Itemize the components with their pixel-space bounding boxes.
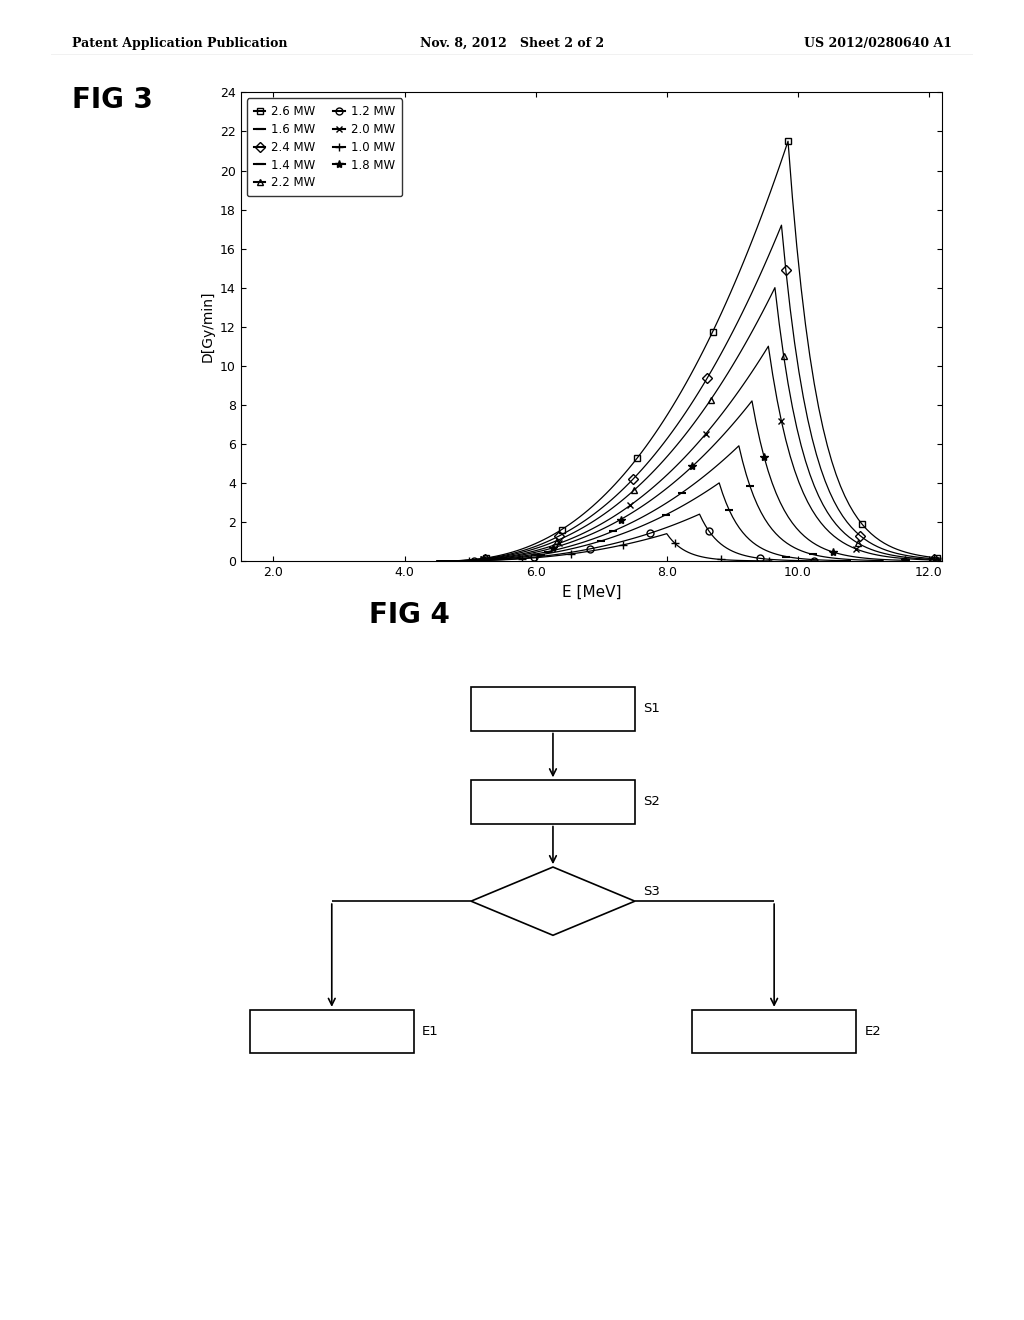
Text: FIG 3: FIG 3 bbox=[72, 86, 153, 114]
X-axis label: E [MeV]: E [MeV] bbox=[561, 585, 622, 599]
Text: S2: S2 bbox=[643, 796, 659, 808]
Text: Nov. 8, 2012   Sheet 2 of 2: Nov. 8, 2012 Sheet 2 of 2 bbox=[420, 37, 604, 50]
Text: E1: E1 bbox=[422, 1024, 438, 1038]
Text: S1: S1 bbox=[643, 702, 659, 715]
Bar bbox=[692, 1010, 856, 1053]
Y-axis label: D[Gy/min]: D[Gy/min] bbox=[201, 290, 214, 363]
Bar bbox=[471, 688, 635, 730]
Bar bbox=[471, 780, 635, 824]
Text: E2: E2 bbox=[864, 1024, 881, 1038]
Text: US 2012/0280640 A1: US 2012/0280640 A1 bbox=[804, 37, 952, 50]
Text: S3: S3 bbox=[643, 886, 659, 899]
Polygon shape bbox=[471, 867, 635, 936]
Legend: 2.6 MW, 1.6 MW, 2.4 MW, 1.4 MW, 2.2 MW, 1.2 MW, 2.0 MW, 1.0 MW, 1.8 MW, : 2.6 MW, 1.6 MW, 2.4 MW, 1.4 MW, 2.2 MW, … bbox=[247, 98, 402, 197]
Bar bbox=[250, 1010, 414, 1053]
Text: FIG 4: FIG 4 bbox=[369, 601, 450, 628]
Text: Patent Application Publication: Patent Application Publication bbox=[72, 37, 287, 50]
